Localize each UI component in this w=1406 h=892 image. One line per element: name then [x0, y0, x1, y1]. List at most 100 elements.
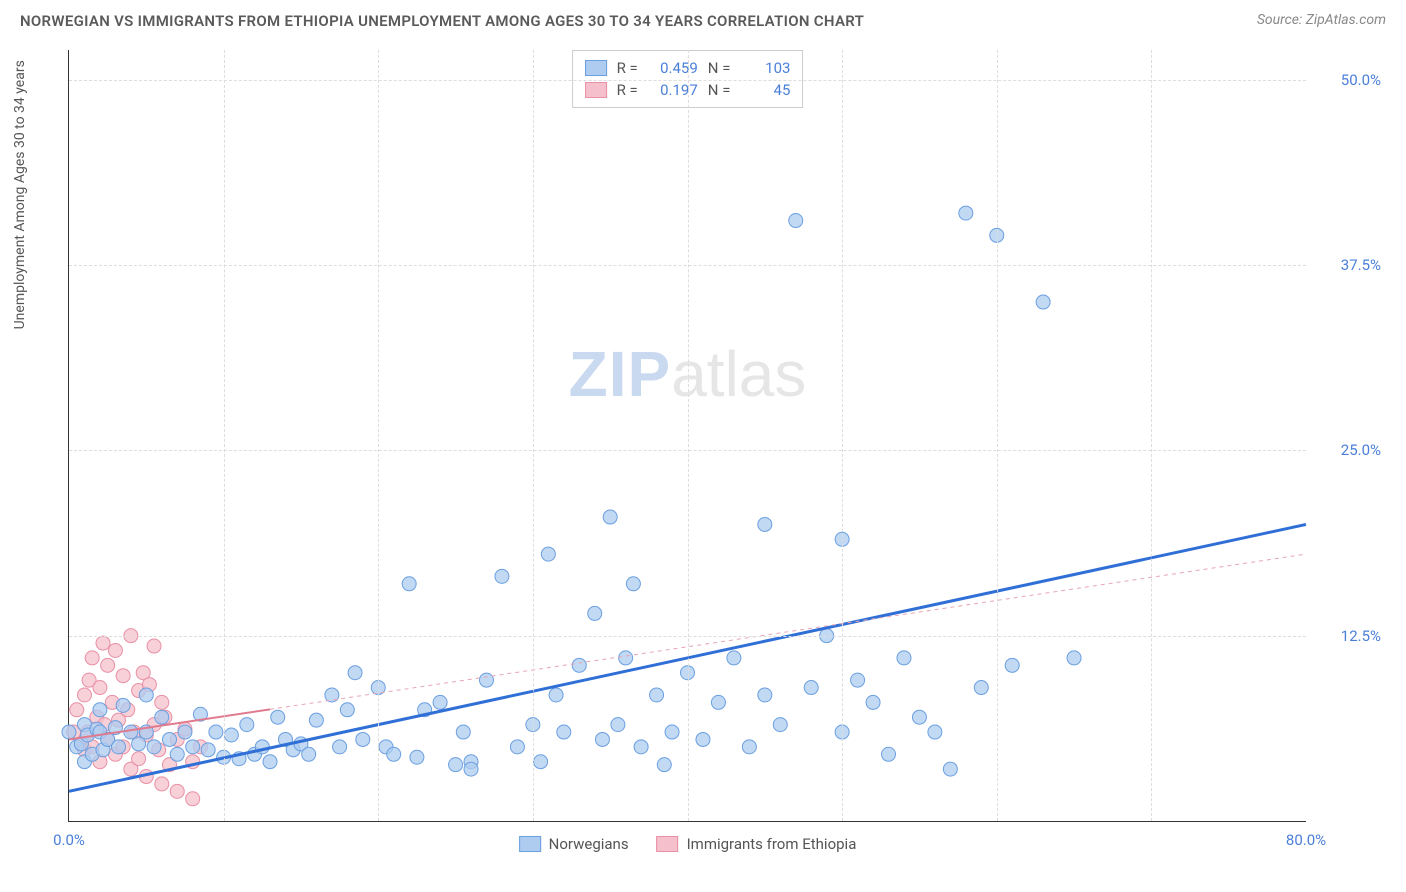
x-tick-label: 80.0% [1286, 831, 1326, 849]
chart-header: NORWEGIAN VS IMMIGRANTS FROM ETHIOPIA UN… [0, 0, 1406, 38]
r-label: R = [617, 81, 638, 99]
scatter-point [116, 698, 130, 712]
scatter-point [1005, 658, 1019, 672]
n-label: N = [708, 59, 731, 77]
scatter-point [572, 658, 586, 672]
scatter-point [62, 725, 76, 739]
scatter-point [928, 725, 942, 739]
scatter-point [603, 510, 617, 524]
scatter-point [93, 681, 107, 695]
scatter-point [433, 695, 447, 709]
y-tick-label: 50.0% [1341, 71, 1381, 89]
legend-label: Immigrants from Ethiopia [687, 835, 857, 853]
scatter-point [912, 710, 926, 724]
scatter-point [611, 718, 625, 732]
scatter-point [657, 758, 671, 772]
scatter-point [155, 777, 169, 791]
scatter-point [510, 740, 524, 754]
gridline-vertical [378, 50, 379, 821]
scatter-point [209, 725, 223, 739]
scatter-point [789, 214, 803, 228]
scatter-point [155, 710, 169, 724]
scatter-point [402, 577, 416, 591]
scatter-point [804, 681, 818, 695]
scatter-point [495, 569, 509, 583]
scatter-point [124, 725, 138, 739]
gridline-vertical [688, 50, 689, 821]
scatter-point [650, 688, 664, 702]
legend-item: Norwegians [519, 835, 629, 853]
scatter-point [882, 747, 896, 761]
scatter-point [410, 750, 424, 764]
scatter-point [170, 747, 184, 761]
source-attribution: Source: ZipAtlas.com [1257, 12, 1386, 28]
scatter-point [711, 695, 725, 709]
scatter-point [773, 718, 787, 732]
scatter-point [147, 740, 161, 754]
scatter-point [557, 725, 571, 739]
legend-label: Norwegians [549, 835, 629, 853]
scatter-point [240, 718, 254, 732]
scatter-point [742, 740, 756, 754]
scatter-point [974, 681, 988, 695]
scatter-point [116, 669, 130, 683]
scatter-point [85, 651, 99, 665]
scatter-point [696, 732, 710, 746]
scatter-point [309, 713, 323, 727]
scatter-point [224, 728, 238, 742]
legend-swatch [657, 836, 679, 852]
gridline-vertical [533, 50, 534, 821]
scatter-point [595, 732, 609, 746]
scatter-point [897, 651, 911, 665]
scatter-point [943, 762, 957, 776]
scatter-point [959, 206, 973, 220]
gridline-vertical [1151, 50, 1152, 821]
scatter-point [479, 673, 493, 687]
scatter-point [108, 643, 122, 657]
scatter-point [866, 695, 880, 709]
scatter-point [464, 762, 478, 776]
scatter-point [147, 639, 161, 653]
scatter-point [541, 547, 555, 561]
chart-title: NORWEGIAN VS IMMIGRANTS FROM ETHIOPIA UN… [20, 12, 864, 30]
scatter-point [201, 743, 215, 757]
scatter-point [634, 740, 648, 754]
scatter-point [186, 740, 200, 754]
scatter-point [758, 688, 772, 702]
scatter-point [101, 658, 115, 672]
scatter-point [186, 792, 200, 806]
scatter-point [1036, 295, 1050, 309]
scatter-point [70, 703, 84, 717]
scatter-point [132, 737, 146, 751]
scatter-point [348, 666, 362, 680]
y-axis-label: Unemployment Among Ages 30 to 34 years [12, 60, 28, 329]
scatter-point [1067, 651, 1081, 665]
scatter-point [549, 688, 563, 702]
legend-swatch [585, 60, 607, 76]
n-value: 45 [740, 81, 790, 99]
gridline-vertical [224, 50, 225, 821]
scatter-point [387, 747, 401, 761]
gridline-vertical [997, 50, 998, 821]
scatter-point [665, 725, 679, 739]
scatter-point [851, 673, 865, 687]
scatter-point [356, 732, 370, 746]
scatter-point [340, 703, 354, 717]
scatter-point [626, 577, 640, 591]
scatter-point [325, 688, 339, 702]
scatter-point [727, 651, 741, 665]
gridline-vertical [842, 50, 843, 821]
scatter-point [302, 747, 316, 761]
scatter-point [163, 732, 177, 746]
scatter-point [77, 688, 91, 702]
r-label: R = [617, 59, 638, 77]
scatter-point [588, 606, 602, 620]
plot-area: ZIPatlas R =0.459N =103R =0.197N =45 Nor… [68, 50, 1306, 822]
scatter-point [170, 784, 184, 798]
n-label: N = [708, 81, 731, 99]
scatter-point [271, 710, 285, 724]
scatter-point [96, 636, 110, 650]
legend-swatch [585, 82, 607, 98]
r-value: 0.459 [648, 59, 698, 77]
scatter-point [139, 688, 153, 702]
